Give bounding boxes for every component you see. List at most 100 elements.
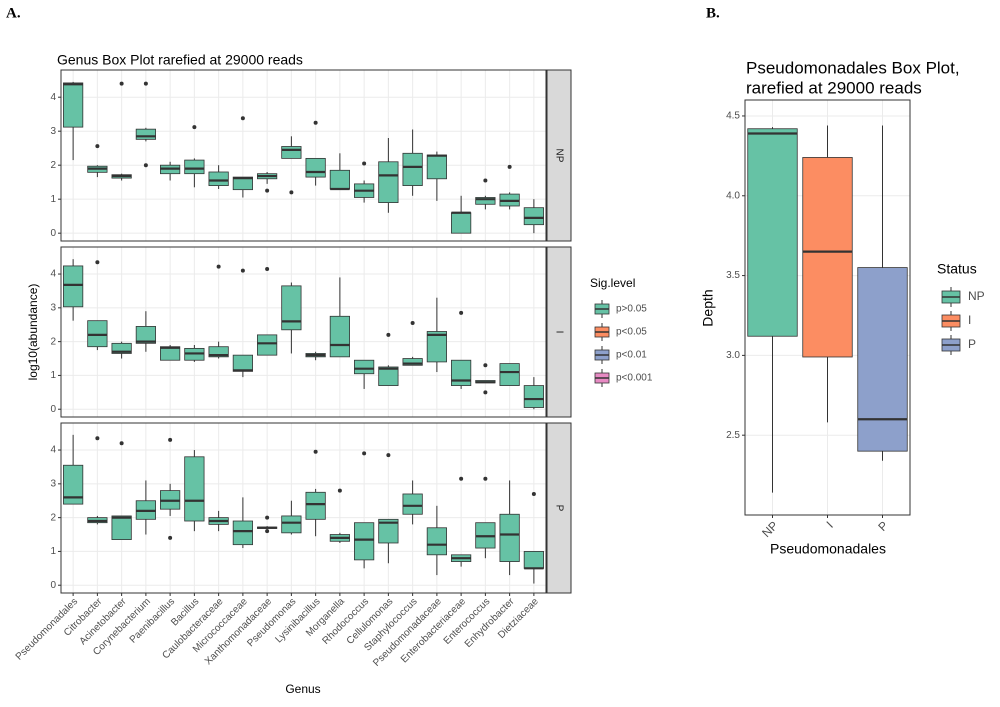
outlier [265, 515, 270, 520]
outlier [168, 437, 173, 442]
box [802, 157, 853, 358]
legend-title: Status [937, 261, 977, 277]
y-tick-label: 4.5 [726, 111, 740, 122]
box [426, 527, 447, 556]
y-tick-label: 2 [50, 512, 56, 523]
y-tick-label: 4 [50, 269, 56, 280]
outlier [410, 321, 415, 326]
box [451, 212, 472, 234]
outlier [531, 491, 536, 496]
y-tick-label: 4 [50, 445, 56, 456]
outlier [192, 125, 197, 130]
box [135, 128, 156, 140]
outlier [459, 476, 464, 481]
y-tick-label: 4 [50, 92, 56, 103]
outlier [95, 260, 100, 265]
y-tick-label: 3 [50, 126, 56, 137]
y-tick-label: 1 [50, 546, 56, 557]
box [257, 334, 278, 356]
strip-label: NP [553, 149, 564, 163]
box [402, 152, 423, 186]
y-tick-label: 3.5 [726, 270, 740, 281]
panel-border [60, 422, 547, 594]
panel [61, 70, 546, 241]
legend-label: p<0.001 [616, 373, 653, 384]
box [475, 197, 496, 205]
outlier [483, 390, 488, 395]
box [857, 267, 908, 452]
box [451, 359, 472, 386]
legend-label: P [968, 337, 976, 351]
strip [546, 69, 572, 242]
chart-title: Pseudomonadales Box Plot, [746, 58, 960, 77]
y-tick-label: 2 [50, 160, 56, 171]
outlier [95, 144, 100, 149]
y-tick-label: 3 [50, 478, 56, 489]
y-tick-label: 0 [50, 580, 56, 591]
y-axis-label: log10(abundance) [26, 284, 40, 381]
outlier [240, 116, 245, 121]
x-axis-label: Genus [285, 682, 320, 696]
outlier [483, 476, 488, 481]
strip-label: I [553, 331, 564, 334]
panel-border [60, 69, 547, 242]
outlier [119, 81, 124, 86]
outlier [483, 178, 488, 183]
outlier [240, 268, 245, 273]
panel [61, 423, 546, 593]
outlier [362, 161, 367, 166]
box [63, 464, 84, 505]
box [232, 520, 253, 546]
box [329, 169, 350, 190]
strip [546, 422, 572, 594]
box [111, 515, 132, 541]
outlier [168, 535, 173, 540]
box [329, 315, 350, 358]
box [63, 265, 84, 308]
legend-title: Sig.level [590, 276, 635, 290]
strip [546, 246, 572, 418]
outlier [386, 332, 391, 337]
outlier [265, 188, 270, 193]
box [499, 363, 520, 386]
outlier [459, 310, 464, 315]
box [354, 522, 375, 561]
outlier [337, 488, 342, 493]
y-axis-label: Depth [700, 289, 716, 326]
box [281, 285, 302, 331]
panel-label: A. [6, 5, 21, 21]
box [523, 385, 544, 408]
outlier [313, 449, 318, 454]
box [208, 171, 229, 186]
box [87, 320, 108, 348]
legend-label: NP [968, 289, 985, 303]
outlier [119, 441, 124, 446]
outlier [143, 81, 148, 86]
outlier [507, 164, 512, 169]
box [426, 331, 447, 363]
box [378, 161, 399, 203]
box [281, 515, 302, 534]
y-tick-label: 1 [50, 370, 56, 381]
box [378, 518, 399, 544]
y-tick-label: 2 [50, 336, 56, 347]
y-tick-label: 1 [50, 194, 56, 205]
box [402, 358, 423, 366]
box [281, 146, 302, 159]
box [63, 82, 84, 128]
outlier [95, 436, 100, 441]
box [378, 366, 399, 386]
box [523, 207, 544, 226]
box [184, 456, 205, 522]
box [111, 342, 132, 354]
x-tick-label: I [824, 518, 836, 530]
legend-label: p<0.01 [616, 350, 647, 361]
strip-label: P [553, 505, 564, 512]
y-tick-label: 0 [50, 228, 56, 239]
box [402, 493, 423, 515]
y-tick-label: 3 [50, 302, 56, 313]
box [305, 491, 326, 520]
outlier [265, 529, 270, 534]
box [305, 157, 326, 178]
